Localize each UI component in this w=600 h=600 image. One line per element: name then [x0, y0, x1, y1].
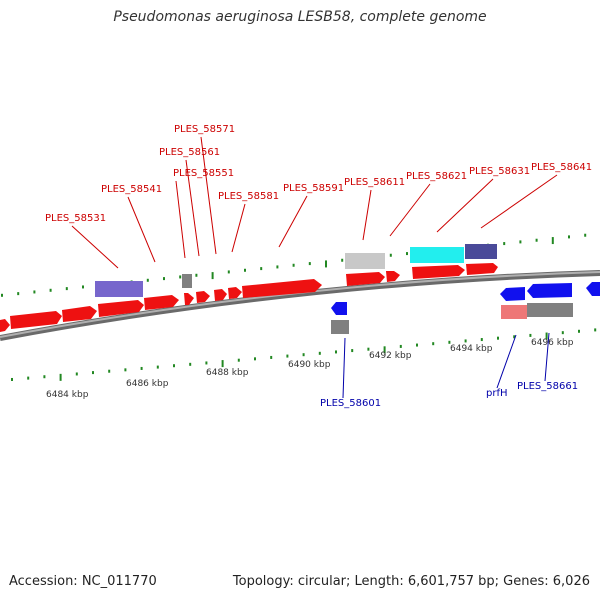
gene-forward[interactable]	[196, 291, 210, 303]
feature-gray[interactable]	[527, 303, 573, 317]
gene-forward[interactable]	[466, 263, 498, 275]
gene-label[interactable]: PLES_58561	[159, 147, 220, 158]
tick-label: 6492 kbp	[369, 351, 412, 361]
gene-label[interactable]: PLES_58551	[173, 168, 234, 179]
gene-leader-line	[436, 178, 494, 233]
gene-label[interactable]: prfH	[486, 388, 508, 399]
gene-label[interactable]: PLES_58611	[344, 177, 405, 188]
forward-genes	[0, 263, 498, 332]
gene-forward[interactable]	[0, 319, 10, 332]
feature-pink[interactable]	[501, 305, 527, 319]
gene-label[interactable]: PLES_58591	[283, 183, 344, 194]
gene-leader-line	[480, 174, 558, 229]
gene-leader-line	[362, 189, 372, 241]
feature-light-gray[interactable]	[345, 253, 385, 269]
tick-label: 6486 kbp	[126, 379, 169, 389]
feature-gray[interactable]	[331, 320, 349, 334]
gene-label[interactable]: PLES_58531	[45, 213, 106, 224]
gene-leader-line	[200, 136, 217, 255]
gene-forward[interactable]	[10, 311, 62, 329]
inner-tick-track	[11, 328, 597, 381]
gene-forward[interactable]	[144, 295, 179, 310]
reverse-genes	[331, 282, 600, 334]
feature-gray[interactable]	[182, 274, 192, 288]
gene-leader-line	[389, 183, 431, 237]
gene-forward[interactable]	[346, 272, 385, 286]
gene-leader-line	[496, 334, 517, 389]
gene-label[interactable]: PLES_58601	[320, 398, 381, 409]
gene-leader-line	[71, 225, 119, 269]
genome-title: Pseudomonas aeruginosa LESB58, complete …	[113, 9, 487, 25]
tick-label: 6484 kbp	[46, 390, 89, 400]
gene-label-layer: PLES_58531 PLES_58541 PLES_58551 PLES_58561…	[45, 124, 592, 409]
tick-label: 6490 kbp	[288, 360, 331, 370]
gene-forward[interactable]	[184, 293, 194, 305]
gene-label[interactable]: PLES_58641	[531, 162, 592, 173]
gene-leader-line	[278, 195, 308, 248]
gene-reverse[interactable]	[586, 282, 600, 296]
gene-label[interactable]: PLES_58621	[406, 171, 467, 182]
tick-label: 6494 kbp	[450, 344, 493, 354]
tick-label: 6488 kbp	[206, 368, 249, 378]
feature-lavender[interactable]	[95, 281, 143, 297]
tick-label: 6496 kbp	[531, 338, 574, 348]
genome-summary: Topology: circular; Length: 6,601,757 bp…	[232, 574, 590, 589]
gene-leader-line	[544, 332, 550, 382]
feature-slate[interactable]	[465, 244, 497, 259]
gene-forward[interactable]	[214, 289, 227, 301]
tick-label-layer: 6484 kbp 6486 kbp 6488 kbp 6490 kbp 6492 kbp…	[46, 338, 574, 400]
gene-forward[interactable]	[228, 287, 242, 299]
accession-label: Accession: NC_011770	[9, 574, 157, 589]
gene-leader-line	[231, 203, 246, 253]
gene-leader-line	[185, 159, 200, 257]
gene-label[interactable]: PLES_58631	[469, 166, 530, 177]
gene-label[interactable]: PLES_58581	[218, 191, 279, 202]
gene-leader-line	[175, 180, 186, 259]
gene-reverse[interactable]	[527, 283, 572, 298]
gene-label[interactable]: PLES_58541	[101, 184, 162, 195]
gene-label[interactable]: PLES_58571	[174, 124, 235, 135]
gene-forward[interactable]	[62, 306, 97, 322]
gene-leader-line	[127, 196, 156, 263]
gene-forward[interactable]	[98, 300, 144, 317]
gene-forward[interactable]	[386, 271, 400, 282]
gene-label[interactable]: PLES_58661	[517, 381, 578, 392]
gene-reverse[interactable]	[500, 287, 525, 301]
forward-features	[95, 244, 497, 297]
gene-reverse[interactable]	[331, 302, 347, 315]
gene-forward[interactable]	[242, 279, 322, 298]
gene-leader-line	[342, 337, 346, 399]
gene-forward[interactable]	[412, 265, 465, 279]
feature-cyan[interactable]	[410, 247, 464, 263]
